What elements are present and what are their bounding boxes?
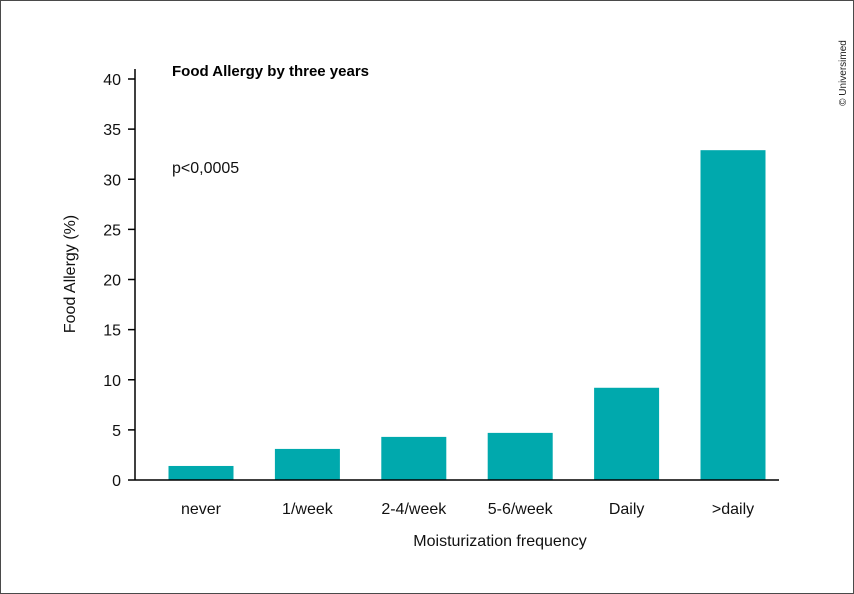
y-tick-label: 20 xyxy=(103,273,121,290)
bar-4 xyxy=(487,432,553,480)
bar-6 xyxy=(700,150,766,481)
x-tick-label: 1/week xyxy=(282,501,334,518)
x-tick-label: >daily xyxy=(712,501,754,518)
bar-1 xyxy=(168,465,234,480)
y-tick-label: 15 xyxy=(103,323,121,340)
y-axis-title: Food Allergy (%) xyxy=(62,215,79,333)
bar-2 xyxy=(274,448,340,480)
y-tick-label: 5 xyxy=(112,423,121,440)
y-axis-ticks: 0 5 10 15 20 25 30 35 40 xyxy=(103,72,135,490)
bar-3 xyxy=(381,436,447,480)
y-tick-label: 25 xyxy=(103,222,121,239)
x-tick-label: Daily xyxy=(609,501,645,518)
y-tick-label: 0 xyxy=(112,473,121,490)
bars xyxy=(168,150,766,481)
x-axis-ticks: never 1/week 2-4/week 5-6/week Daily >daily xyxy=(181,501,754,518)
y-tick-label: 40 xyxy=(103,72,121,89)
y-tick-label: 10 xyxy=(103,373,121,390)
y-tick-label: 30 xyxy=(103,172,121,189)
chart-title: Food Allergy by three years xyxy=(172,63,369,80)
y-tick-label: 35 xyxy=(103,122,121,139)
bar-5 xyxy=(594,387,660,480)
credit-label: © Universimed xyxy=(838,40,849,106)
p-value-annotation: p<0,0005 xyxy=(172,160,239,177)
x-tick-label: 5-6/week xyxy=(488,501,554,518)
x-tick-label: never xyxy=(181,501,222,518)
x-axis-title: Moisturization frequency xyxy=(413,533,586,550)
x-tick-label: 2-4/week xyxy=(381,501,447,518)
